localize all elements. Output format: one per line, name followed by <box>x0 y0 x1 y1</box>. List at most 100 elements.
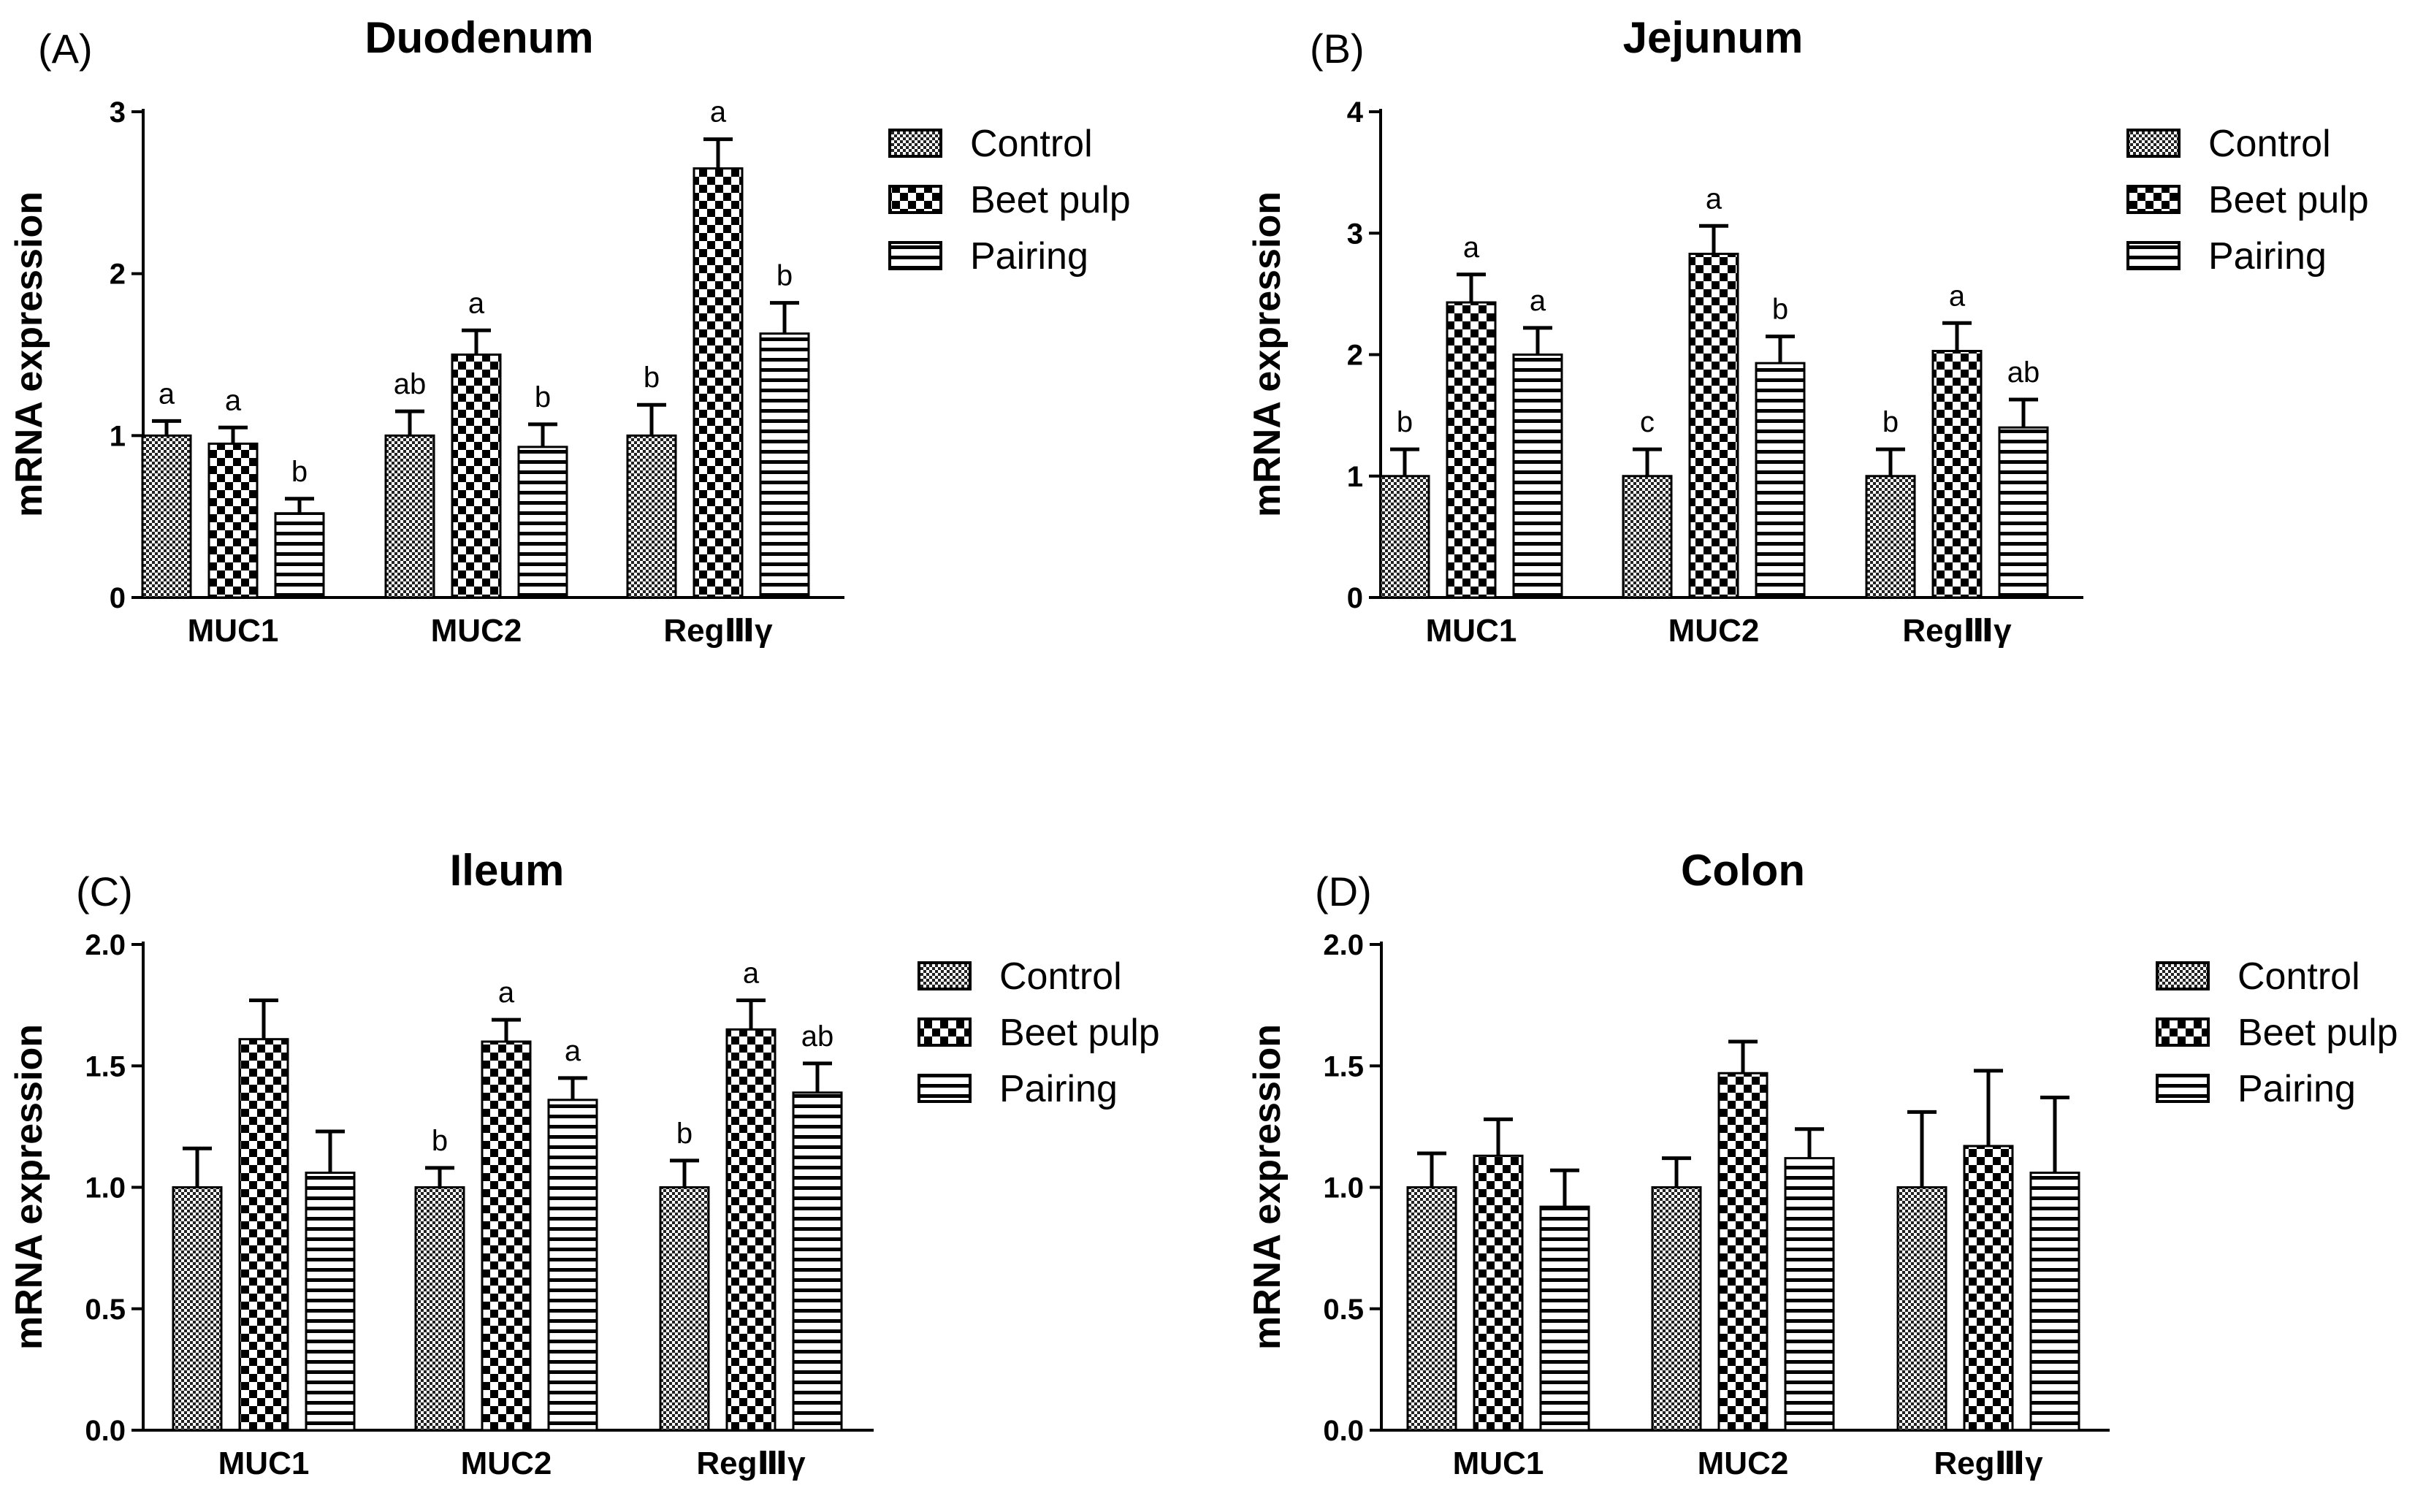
bar <box>1896 1186 1947 1432</box>
y-tick-label: 1.0 <box>85 1172 126 1204</box>
x-category-label: MUC1 <box>218 1446 310 1481</box>
legend-swatch <box>2156 961 2210 990</box>
bar <box>1784 1157 1835 1432</box>
bar <box>1717 1072 1769 1432</box>
bar <box>1688 253 1739 599</box>
significance-letter: a <box>710 96 727 129</box>
legend-label: Pairing <box>970 235 1088 278</box>
bar <box>2029 1172 2080 1432</box>
bar <box>792 1091 843 1432</box>
y-tick-label: 0.0 <box>1323 1415 1364 1447</box>
significance-letter: a <box>498 977 515 1009</box>
legend-label: Control <box>970 123 1093 165</box>
legend-swatch <box>2126 129 2181 158</box>
legend-label: Beet pulp <box>2208 179 2369 221</box>
y-tick-label: 0 <box>110 582 126 614</box>
legend-swatch <box>917 1074 972 1103</box>
significance-letter: a <box>1530 285 1546 317</box>
bar <box>1931 350 1983 599</box>
significance-letter: b <box>535 381 551 413</box>
bar <box>1512 354 1563 599</box>
legend-swatch <box>2156 1074 2210 1103</box>
bar <box>1622 475 1673 599</box>
x-category-label: MUC2 <box>461 1446 552 1481</box>
significance-letter: ab <box>394 368 427 400</box>
bar <box>693 167 744 599</box>
y-tick-label: 3 <box>1347 218 1363 250</box>
panel-label: (C) <box>76 868 133 915</box>
y-tick-label: 0.0 <box>85 1415 126 1447</box>
x-category-label: RegⅢγ <box>1902 613 2012 649</box>
legend-swatch <box>888 129 942 158</box>
bar <box>1755 362 1806 599</box>
bar <box>414 1186 465 1432</box>
bar <box>1539 1205 1590 1432</box>
bar <box>238 1038 289 1432</box>
y-tick-label: 0.5 <box>85 1294 126 1326</box>
y-tick-label: 2.0 <box>1323 929 1364 961</box>
panel-3: (C) Ileum mRNA expression 0.0 0.5 1.0 1.5 2.0 MU… <box>8 846 1160 1481</box>
bar <box>1379 475 1430 599</box>
bar <box>141 434 192 599</box>
significance-letter: b <box>644 362 660 394</box>
legend-label: Control <box>2208 123 2331 165</box>
bar <box>1998 426 2049 599</box>
y-tick-label: 1 <box>1347 461 1363 493</box>
y-tick-label: 0.5 <box>1323 1294 1364 1326</box>
x-category-label: MUC2 <box>1698 1446 1789 1481</box>
y-tick-label: 3 <box>110 96 126 129</box>
significance-letter: a <box>1463 232 1480 264</box>
significance-letter: b <box>1772 294 1788 326</box>
panel-label: (B) <box>1310 26 1365 72</box>
panel-title: Duodenum <box>365 13 593 62</box>
legend-label: Pairing <box>2208 235 2327 278</box>
y-axis-title: mRNA expression <box>8 1024 50 1350</box>
bar <box>517 446 568 599</box>
significance-letter: ab <box>801 1020 834 1053</box>
panel-2: (B) Jejunum mRNA expression 0 1 2 3 4 MUC1 b a a MUC… <box>1246 13 2369 649</box>
significance-letter: a <box>159 378 175 410</box>
significance-letter: a <box>1949 280 1966 312</box>
legend-label: Pairing <box>999 1068 1118 1110</box>
significance-letter: c <box>1640 406 1655 438</box>
x-category-label: RegⅢγ <box>696 1446 806 1481</box>
significance-letter: b <box>1397 406 1413 438</box>
bar <box>1651 1186 1702 1432</box>
significance-letter: b <box>676 1118 693 1150</box>
y-tick-label: 1.0 <box>1323 1172 1364 1204</box>
bar <box>384 434 435 599</box>
bar <box>1963 1145 2014 1432</box>
x-category-label: MUC2 <box>1668 613 1760 649</box>
significance-letter: b <box>291 456 308 488</box>
y-tick-label: 2.0 <box>85 929 126 961</box>
significance-letter: b <box>432 1125 448 1157</box>
legend-label: Control <box>2237 955 2360 998</box>
legend-swatch <box>888 241 942 270</box>
legend-label: Pairing <box>2237 1068 2356 1110</box>
legend-swatch <box>888 185 942 214</box>
legend-swatch <box>2126 241 2181 270</box>
y-tick-label: 2 <box>1347 340 1363 372</box>
legend-swatch <box>917 1017 972 1047</box>
bar <box>1446 301 1497 599</box>
bar <box>1406 1186 1457 1432</box>
x-category-label: RegⅢγ <box>1934 1446 2043 1481</box>
y-tick-label: 1.5 <box>85 1050 126 1083</box>
y-tick-label: 4 <box>1347 96 1364 129</box>
x-category-label: RegⅢγ <box>663 613 773 649</box>
panel-title: Jejunum <box>1623 13 1804 62</box>
bar <box>1865 475 1916 599</box>
y-tick-label: 1 <box>110 420 126 452</box>
y-axis-title: mRNA expression <box>1246 1024 1289 1350</box>
legend-label: Control <box>999 955 1122 998</box>
significance-letter: ab <box>2007 356 2040 389</box>
legend-swatch <box>917 961 972 990</box>
x-category-label: MUC1 <box>1426 613 1517 649</box>
significance-letter: b <box>777 260 793 292</box>
panel-title: Colon <box>1681 846 1805 895</box>
bar <box>547 1099 598 1432</box>
bar <box>626 434 677 599</box>
bar <box>759 332 810 599</box>
